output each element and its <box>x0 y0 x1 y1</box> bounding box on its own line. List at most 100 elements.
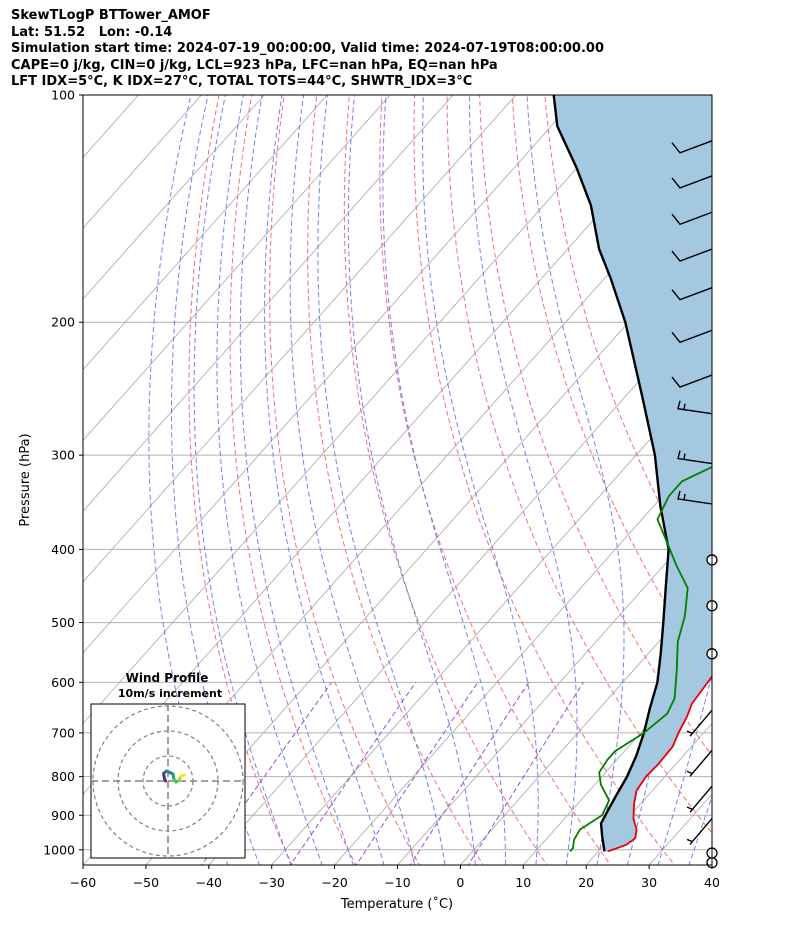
isotherm-gridline <box>271 369 712 865</box>
dry-adiabat <box>343 95 548 865</box>
y-tick-label: 700 <box>51 725 75 740</box>
wind-barb <box>677 400 713 415</box>
moist-adiabat <box>657 95 712 865</box>
x-tick-label: −50 <box>133 875 159 890</box>
isotherm-gridline <box>522 652 712 865</box>
mixing-ratio-line <box>467 682 584 865</box>
isotherm-gridline <box>83 95 203 229</box>
hodograph-inset: Wind Profile 10m/s increment <box>90 671 246 859</box>
moist-adiabat <box>714 78 794 881</box>
wind-barb <box>686 709 713 737</box>
temperature-line <box>607 675 712 853</box>
x-tick-label: −40 <box>196 875 222 890</box>
dry-adiabat <box>446 95 712 835</box>
header-times: Simulation start time: 2024-07-19_00:00:… <box>11 41 604 57</box>
header-indices-stability: LFT IDX=5°C, K IDX=27°C, TOTAL TOTS=44°C… <box>11 74 473 90</box>
chart-header: SkewTLogP BTTower_AMOF Lat: 51.52 Lon: -… <box>11 8 604 91</box>
wind-barb <box>671 287 713 301</box>
x-tick-label: −30 <box>259 875 285 890</box>
isotherm-gridline <box>208 298 712 865</box>
wind-barb <box>677 450 713 465</box>
profile-lines <box>552 95 712 853</box>
moist-adiabat <box>239 95 354 865</box>
wind-barb <box>686 817 713 845</box>
isotherm-gridline <box>83 95 391 442</box>
x-axis-label: Temperature (˚C) <box>340 896 453 912</box>
dry-adiabat <box>707 95 712 115</box>
header-title: SkewTLogP BTTower_AMOF <box>11 8 211 23</box>
isotherm-gridline <box>585 722 712 865</box>
axis-ticks: −60 −50 −40 −30 −20 −10 0 10 20 30 40 100 200 300 400 5… <box>43 88 720 891</box>
isotherm-gridline <box>145 227 712 865</box>
dry-adiabat <box>773 95 794 881</box>
hodograph-subtitle: 10m/s increment <box>118 687 222 700</box>
dry-adiabat <box>307 95 484 865</box>
x-tick-label: 30 <box>641 875 657 890</box>
moist-adiabat <box>688 795 712 865</box>
moist-adiabat <box>193 95 292 865</box>
hodograph-title: Wind Profile <box>126 671 209 685</box>
isotherm-gridline <box>83 95 580 654</box>
wind-barb <box>671 175 713 189</box>
dry-adiabat <box>544 95 712 598</box>
moist-adiabat <box>382 95 507 865</box>
mixing-ratio-line <box>409 682 530 865</box>
mixing-ratio-line <box>355 682 479 865</box>
wind-barb <box>686 749 713 777</box>
x-tick-label: −10 <box>384 875 410 890</box>
hodograph-segment <box>179 773 186 778</box>
header-location: Lat: 51.52 Lon: -0.14 <box>11 24 173 40</box>
y-tick-label: 300 <box>51 448 75 463</box>
moist-adiabat <box>347 95 476 865</box>
wind-barbs <box>671 140 718 869</box>
isotherm-gridline <box>396 510 712 865</box>
x-tick-label: 0 <box>456 875 464 890</box>
x-tick-label: 10 <box>515 875 531 890</box>
parcel-profile-line <box>552 95 670 852</box>
moist-adiabat <box>422 95 539 865</box>
shaded-area <box>553 95 712 852</box>
dry-adiabat <box>413 95 676 865</box>
dry-adiabat <box>188 95 293 865</box>
moist-adiabat <box>526 95 625 865</box>
y-tick-label: 600 <box>51 675 75 690</box>
dewpoint-line <box>569 466 712 853</box>
wind-barb <box>671 140 713 154</box>
cape-shading <box>553 95 712 852</box>
y-tick-label: 1000 <box>43 842 75 857</box>
isotherm-gridline <box>83 95 517 583</box>
isotherm-gridline <box>83 95 328 371</box>
isotherm-gridline <box>83 95 265 300</box>
y-tick-label: 500 <box>51 615 75 630</box>
isotherm-gridline <box>83 95 643 725</box>
isotherm-gridline <box>459 581 712 865</box>
wind-barb <box>671 329 713 344</box>
isotherm-gridline <box>761 78 794 881</box>
y-tick-label: 400 <box>51 542 75 557</box>
dry-adiabat <box>740 95 794 881</box>
x-tick-label: −60 <box>70 875 96 890</box>
moist-adiabat <box>745 78 794 881</box>
wind-barb <box>671 211 713 226</box>
y-axis-label: Pressure (hPa) <box>18 433 33 526</box>
wind-barb <box>671 374 713 388</box>
y-tick-label: 200 <box>51 315 75 330</box>
wind-barb <box>686 785 713 813</box>
y-tick-label: 100 <box>51 88 75 103</box>
moist-adiabat <box>468 95 578 865</box>
wind-barb <box>677 490 713 505</box>
x-tick-label: 20 <box>578 875 594 890</box>
isotherm-gridline <box>83 95 454 512</box>
y-tick-label: 800 <box>51 769 75 784</box>
wind-barb <box>671 248 713 262</box>
x-tick-label: −20 <box>321 875 347 890</box>
moist-adiabat <box>289 95 416 865</box>
y-tick-label: 900 <box>51 808 75 823</box>
moist-adiabat <box>216 95 323 865</box>
moist-adiabat <box>264 95 385 865</box>
dry-adiabat <box>269 95 421 865</box>
x-tick-label: 40 <box>704 875 720 890</box>
dry-adiabat <box>229 95 357 865</box>
header-indices-cape: CAPE=0 j/kg, CIN=0 j/kg, LCL=923 hPa, LF… <box>11 57 498 73</box>
